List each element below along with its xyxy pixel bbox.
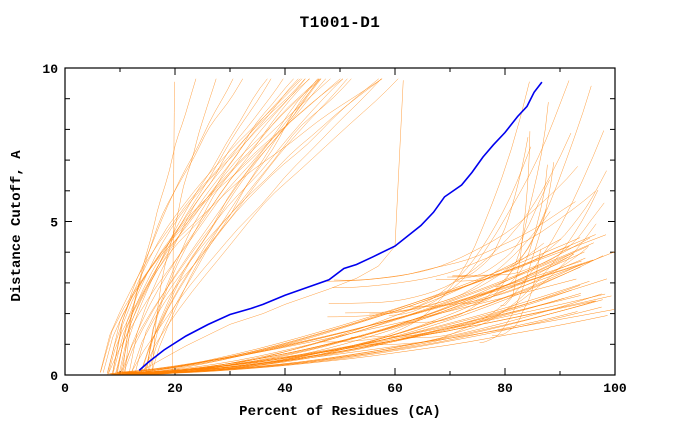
svg-text:0: 0 <box>50 369 58 384</box>
svg-text:60: 60 <box>387 381 403 396</box>
svg-text:80: 80 <box>497 381 513 396</box>
svg-text:20: 20 <box>167 381 183 396</box>
svg-text:5: 5 <box>50 216 58 231</box>
svg-text:10: 10 <box>42 62 58 77</box>
svg-text:100: 100 <box>603 381 627 396</box>
svg-text:40: 40 <box>277 381 293 396</box>
svg-text:0: 0 <box>61 381 69 396</box>
